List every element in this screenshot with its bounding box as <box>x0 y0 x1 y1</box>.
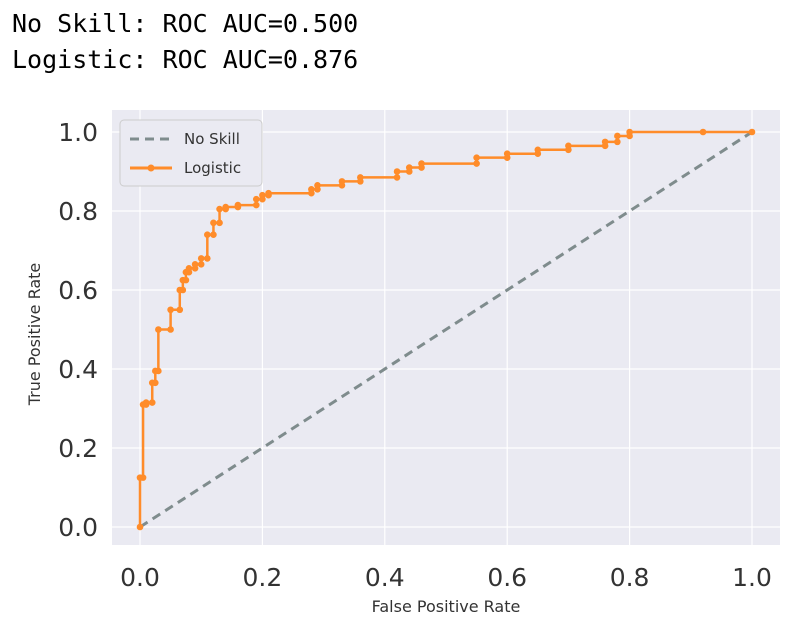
logistic-point <box>748 128 756 136</box>
logistic-point <box>338 178 346 185</box>
y-axis-label: True Positive Rate <box>25 263 44 407</box>
logistic-point <box>418 160 425 167</box>
console-output: No Skill: ROC AUC=0.500 Logistic: ROC AU… <box>12 6 358 78</box>
console-line-logistic: Logistic: ROC AUC=0.876 <box>12 45 359 74</box>
x-tick-label: 0.2 <box>243 563 283 592</box>
logistic-point <box>308 185 315 193</box>
logistic-point <box>136 523 144 531</box>
x-axis-label: False Positive Rate <box>372 597 521 616</box>
logistic-point <box>216 219 223 227</box>
legend-logistic-marker <box>147 164 155 172</box>
logistic-point <box>222 203 229 211</box>
logistic-point <box>210 219 217 227</box>
logistic-point <box>393 168 401 175</box>
grid-lines <box>112 110 780 545</box>
logistic-point <box>216 205 223 213</box>
logistic-point <box>204 255 211 262</box>
x-tick-label: 0.6 <box>487 563 527 592</box>
series-no-skill-line <box>139 130 753 529</box>
logistic-point <box>204 231 211 238</box>
logistic-point <box>148 399 156 406</box>
logistic-point <box>197 261 205 268</box>
logistic-point <box>314 182 321 189</box>
logistic-point <box>405 164 413 171</box>
logistic-point <box>197 255 205 262</box>
legend-no-skill-label: No Skill <box>184 130 240 148</box>
legend-logistic-label: Logistic <box>184 159 241 177</box>
logistic-point <box>210 231 217 238</box>
series-layer <box>136 128 756 531</box>
y-tick-label: 1.0 <box>58 118 98 147</box>
logistic-point <box>155 326 162 333</box>
y-tick-label: 0.8 <box>58 197 98 226</box>
y-tick-label: 0.2 <box>58 434 98 463</box>
logistic-point <box>252 195 260 203</box>
y-tick-label: 0.0 <box>58 513 98 542</box>
logistic-point <box>167 326 174 333</box>
logistic-point <box>565 142 572 150</box>
logistic-point <box>179 286 187 294</box>
logistic-point <box>357 174 364 181</box>
logistic-point <box>265 189 272 197</box>
legend: No Skill Logistic <box>119 119 263 187</box>
x-tick-label: 0.8 <box>610 563 650 592</box>
logistic-point <box>182 276 190 284</box>
logistic-point <box>176 306 184 314</box>
tick-labels: 0.0 0.2 0.4 0.6 0.8 1.0 0.0 0.2 0.4 0.6 0.8 1.0 <box>58 118 772 592</box>
logistic-point <box>473 154 480 161</box>
logistic-point <box>503 150 511 158</box>
logistic-point <box>534 146 542 154</box>
logistic-point <box>393 174 401 181</box>
logistic-point <box>234 201 242 209</box>
console-line-no-skill: No Skill: ROC AUC=0.500 <box>12 9 359 38</box>
logistic-point <box>191 261 199 268</box>
logistic-point <box>252 201 260 209</box>
logistic-point <box>259 191 266 199</box>
logistic-point <box>614 138 621 146</box>
logistic-point <box>601 138 609 146</box>
logistic-point <box>699 128 707 136</box>
logistic-point <box>626 128 633 136</box>
logistic-point <box>152 379 159 387</box>
y-tick-label: 0.4 <box>58 355 98 384</box>
logistic-point <box>139 474 147 481</box>
logistic-point <box>614 132 621 140</box>
logistic-point <box>185 264 193 272</box>
logistic-point <box>142 399 150 406</box>
y-tick-label: 0.6 <box>58 276 98 305</box>
logistic-point <box>167 306 174 314</box>
logistic-point <box>155 367 162 375</box>
x-tick-label: 1.0 <box>732 563 772 592</box>
x-tick-label: 0.0 <box>120 563 160 592</box>
logistic-point <box>473 160 480 167</box>
x-tick-label: 0.4 <box>365 563 405 592</box>
